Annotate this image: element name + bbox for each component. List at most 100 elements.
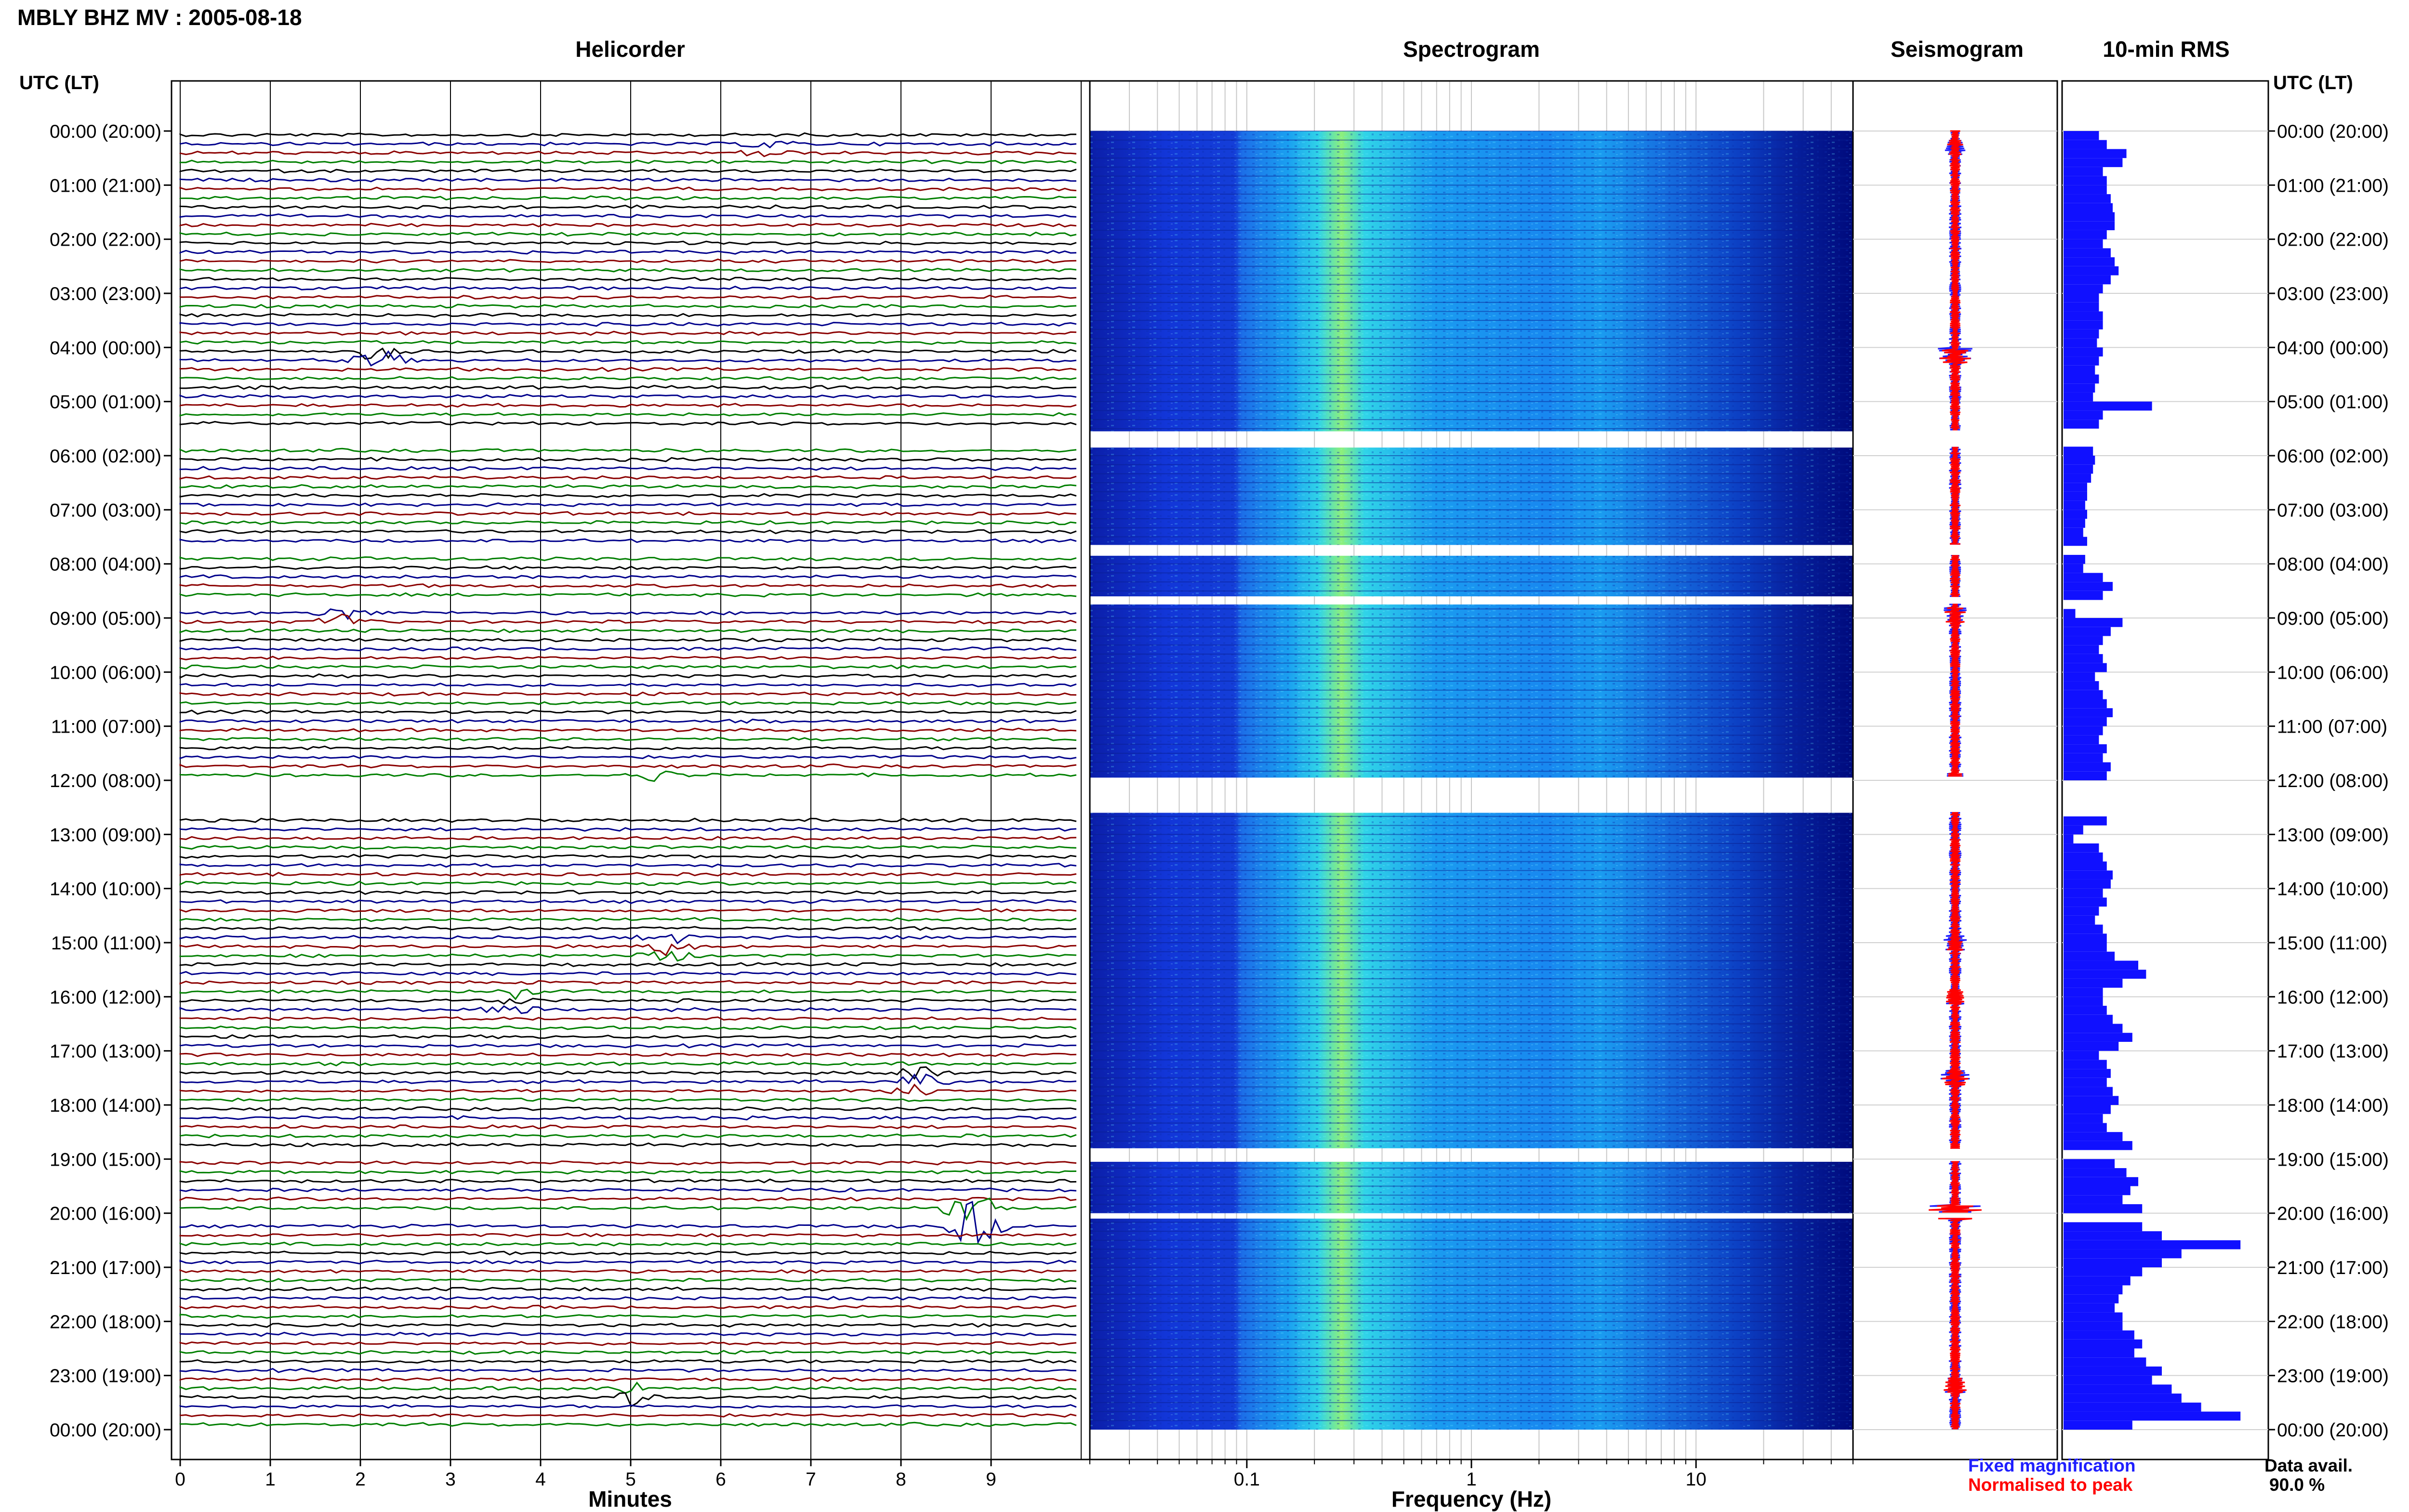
helicorder-trace bbox=[179, 664, 1077, 670]
time-label-left: 21:00 (17:00) bbox=[50, 1258, 161, 1278]
helicorder-trace bbox=[179, 1350, 1077, 1355]
helicorder-trace bbox=[179, 493, 1077, 498]
helicorder-trace bbox=[179, 231, 1077, 237]
helicorder-trace bbox=[179, 836, 1077, 841]
time-label-left: 17:00 (13:00) bbox=[50, 1041, 161, 1062]
helicorder-trace bbox=[179, 403, 1077, 408]
rms-bar bbox=[2064, 212, 2115, 222]
helicorder-trace bbox=[179, 1196, 1077, 1202]
helicorder-panel bbox=[171, 80, 1091, 1460]
time-label-left: 08:00 (04:00) bbox=[50, 554, 161, 575]
rms-bar bbox=[2064, 744, 2107, 753]
rms-bar bbox=[2064, 185, 2107, 195]
time-label-left: 19:00 (15:00) bbox=[50, 1149, 161, 1170]
rms-bar bbox=[2064, 383, 2095, 393]
helicorder-trace bbox=[179, 718, 1077, 724]
helicorder-trace bbox=[179, 159, 1077, 165]
rms-bar bbox=[2064, 1051, 2099, 1060]
helicorder-trace bbox=[179, 628, 1077, 633]
time-axis-left: 00:00 (20:00) 01:00 (21:00) 02:00 (22:00) 0… bbox=[50, 121, 172, 1441]
rms-bar bbox=[2064, 951, 2115, 961]
helicorder-trace bbox=[179, 943, 1077, 957]
helicorder-trace bbox=[179, 592, 1077, 598]
rms-bar bbox=[2064, 564, 2083, 573]
rms-bar bbox=[2064, 1276, 2131, 1286]
rms-bar bbox=[2064, 825, 2083, 835]
helicorder-trace bbox=[179, 1331, 1077, 1337]
rms-bar bbox=[2064, 1339, 2143, 1349]
rms-bar bbox=[2064, 302, 2099, 312]
time-label-left: 09:00 (05:00) bbox=[50, 608, 161, 629]
helicorder-trace bbox=[179, 484, 1077, 489]
helicorder-trace bbox=[179, 195, 1076, 201]
rms-bar bbox=[2064, 663, 2107, 672]
rms-bar bbox=[2064, 1087, 2113, 1096]
time-label-right: 17:00 (13:00) bbox=[2277, 1041, 2389, 1062]
time-label-left: 14:00 (10:00) bbox=[50, 879, 161, 900]
time-label-left: 00:00 (20:00) bbox=[50, 1420, 161, 1441]
rms-bar bbox=[2064, 1105, 2111, 1114]
helicorder-trace bbox=[179, 1233, 1077, 1238]
minute-tick-label: 0 bbox=[175, 1469, 185, 1490]
time-label-left: 07:00 (03:00) bbox=[50, 500, 161, 521]
helicorder-trace bbox=[179, 1133, 1077, 1139]
helicorder-trace bbox=[179, 322, 1077, 327]
time-label-left: 06:00 (02:00) bbox=[50, 446, 161, 467]
helicorder-trace bbox=[179, 141, 1077, 149]
helicorder-trace bbox=[179, 466, 1077, 471]
helicorder-trace bbox=[179, 1016, 1077, 1022]
helicorder-trace bbox=[179, 1201, 1077, 1245]
rms-bar bbox=[2064, 203, 2113, 212]
helicorder-trace bbox=[179, 511, 1077, 516]
rms-bar bbox=[2064, 1366, 2162, 1376]
rms-bar bbox=[2064, 356, 2099, 366]
rms-bar bbox=[2064, 266, 2119, 276]
time-label-right: 14:00 (10:00) bbox=[2277, 879, 2389, 900]
time-label-left: 05:00 (01:00) bbox=[50, 392, 161, 413]
helicorder-trace bbox=[179, 1160, 1077, 1166]
rms-bar bbox=[2064, 915, 2095, 925]
helicorder-trace bbox=[179, 1043, 1076, 1049]
minute-tick-label: 2 bbox=[355, 1469, 366, 1490]
rms-bar bbox=[2064, 672, 2095, 682]
helicorder-trace bbox=[179, 394, 1077, 399]
helicorder-trace bbox=[179, 1250, 1077, 1256]
rms-bar bbox=[2064, 239, 2103, 249]
helicorder-trace bbox=[179, 917, 1077, 922]
rms-bar bbox=[2064, 1060, 2107, 1069]
time-label-right: 21:00 (17:00) bbox=[2277, 1258, 2389, 1278]
helicorder-trace bbox=[179, 971, 1077, 976]
helicorder-trace bbox=[179, 872, 1077, 877]
helicorder-trace bbox=[179, 276, 1077, 282]
time-label-left: 04:00 (00:00) bbox=[50, 338, 161, 358]
time-label-right: 04:00 (00:00) bbox=[2277, 338, 2389, 358]
helicorder-trace bbox=[179, 1178, 1077, 1183]
rms-bar bbox=[2064, 483, 2087, 492]
time-label-left: 02:00 (22:00) bbox=[50, 230, 161, 250]
spectrogram-texture bbox=[1090, 131, 1853, 432]
rms-bar bbox=[2064, 554, 2085, 564]
time-label-left: 03:00 (23:00) bbox=[50, 284, 161, 304]
rms-bar bbox=[2064, 392, 2093, 402]
rms-bar bbox=[2064, 870, 2113, 880]
rms-bar bbox=[2064, 1069, 2111, 1078]
rms-bar bbox=[2064, 699, 2107, 709]
rms-bar bbox=[2064, 997, 2103, 1006]
helicorder-trace bbox=[179, 1392, 1077, 1407]
rms-bar bbox=[2064, 690, 2103, 699]
helicorder-trace bbox=[179, 286, 1077, 291]
time-label-right: 06:00 (02:00) bbox=[2277, 446, 2389, 467]
rms-title: 10-min RMS bbox=[2103, 37, 2229, 62]
rms-bar bbox=[2064, 167, 2103, 176]
helicorder-trace bbox=[179, 827, 1077, 832]
rms-bar bbox=[2064, 293, 2099, 302]
time-label-left: 23:00 (19:00) bbox=[50, 1366, 161, 1387]
time-label-left: 18:00 (14:00) bbox=[50, 1095, 161, 1116]
rms-bar bbox=[2064, 140, 2107, 149]
spectrogram-texture bbox=[1090, 447, 1853, 545]
helicorder-trace bbox=[179, 267, 1077, 273]
rms-bar bbox=[2064, 1114, 2103, 1123]
helicorder-trace bbox=[179, 1359, 1077, 1364]
rms-bar bbox=[2064, 1249, 2182, 1259]
helicorder-trace bbox=[179, 421, 1077, 426]
